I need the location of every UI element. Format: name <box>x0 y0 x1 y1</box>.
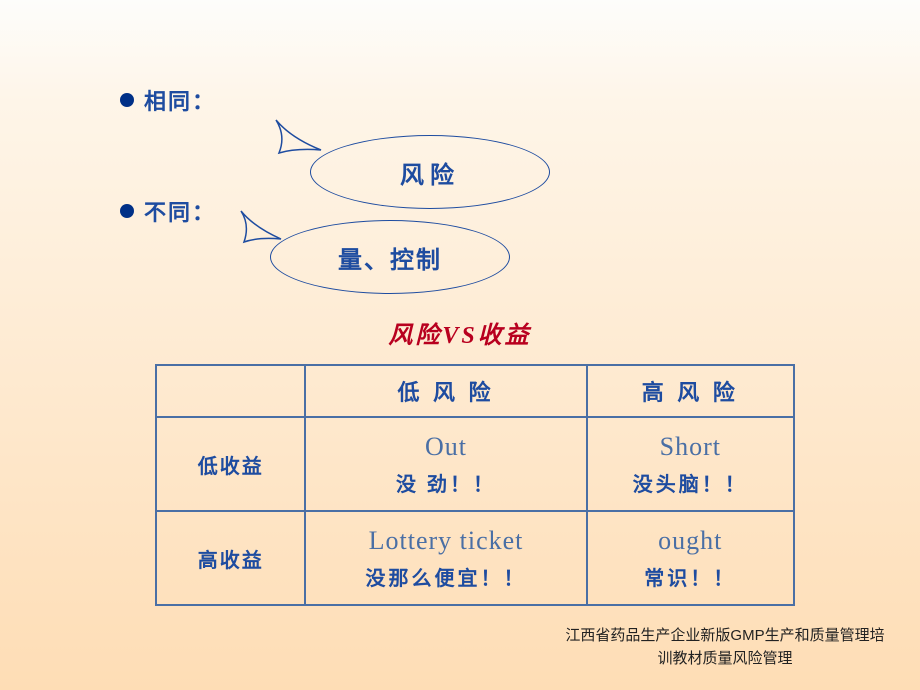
cell-phrase: 没 劲！！ <box>306 468 585 497</box>
risk-reward-table: 低 风 险 高 风 险 低收益 Out 没 劲！！ Short 没头脑！！ 高收… <box>155 364 795 606</box>
cell-word: Out <box>306 432 585 462</box>
bullet-different: 不同： <box>120 195 216 227</box>
row-label-high-reward: 高收益 <box>156 511 305 605</box>
cell-word: ought <box>588 526 793 556</box>
vs-title: 风险VS收益 <box>388 315 531 350</box>
col-header-high-risk: 高 风 险 <box>587 365 794 417</box>
bubble-tail-icon <box>271 118 331 158</box>
table-row: 低收益 Out 没 劲！！ Short 没头脑！！ <box>156 417 794 511</box>
cell-lottery: Lottery ticket 没那么便宜！！ <box>305 511 586 605</box>
speech-bubble-risk: 风险 <box>310 135 550 209</box>
col-header-low-risk: 低 风 险 <box>305 365 586 417</box>
table-header-row: 低 风 险 高 风 险 <box>156 365 794 417</box>
cell-phrase: 没那么便宜！！ <box>306 562 585 591</box>
empty-header <box>156 365 305 417</box>
cell-out: Out 没 劲！！ <box>305 417 586 511</box>
bullet-same: 相同： <box>120 84 216 116</box>
bubble-tail-icon <box>236 209 291 249</box>
cell-short: Short 没头脑！！ <box>587 417 794 511</box>
bullet-different-label: 不同： <box>144 195 216 227</box>
row-label-low-reward: 低收益 <box>156 417 305 511</box>
bullet-dot-icon <box>120 93 134 107</box>
cell-word: Lottery ticket <box>306 526 585 556</box>
cell-ought: ought 常识！！ <box>587 511 794 605</box>
bullet-same-label: 相同： <box>144 84 216 116</box>
cell-phrase: 没头脑！！ <box>588 468 793 497</box>
footer-text: 江西省药品生产企业新版GMP生产和质量管理培训教材质量风险管理 <box>560 625 890 670</box>
bubble-risk-text: 风险 <box>400 155 460 190</box>
cell-phrase: 常识！！ <box>588 562 793 591</box>
table-row: 高收益 Lottery ticket 没那么便宜！！ ought 常识！！ <box>156 511 794 605</box>
speech-bubble-control: 量、控制 <box>270 220 510 294</box>
bubble-control-text: 量、控制 <box>338 240 442 275</box>
cell-word: Short <box>588 432 793 462</box>
bullet-dot-icon <box>120 204 134 218</box>
